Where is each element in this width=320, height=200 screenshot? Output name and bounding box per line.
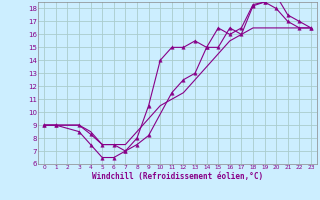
X-axis label: Windchill (Refroidissement éolien,°C): Windchill (Refroidissement éolien,°C) xyxy=(92,172,263,181)
